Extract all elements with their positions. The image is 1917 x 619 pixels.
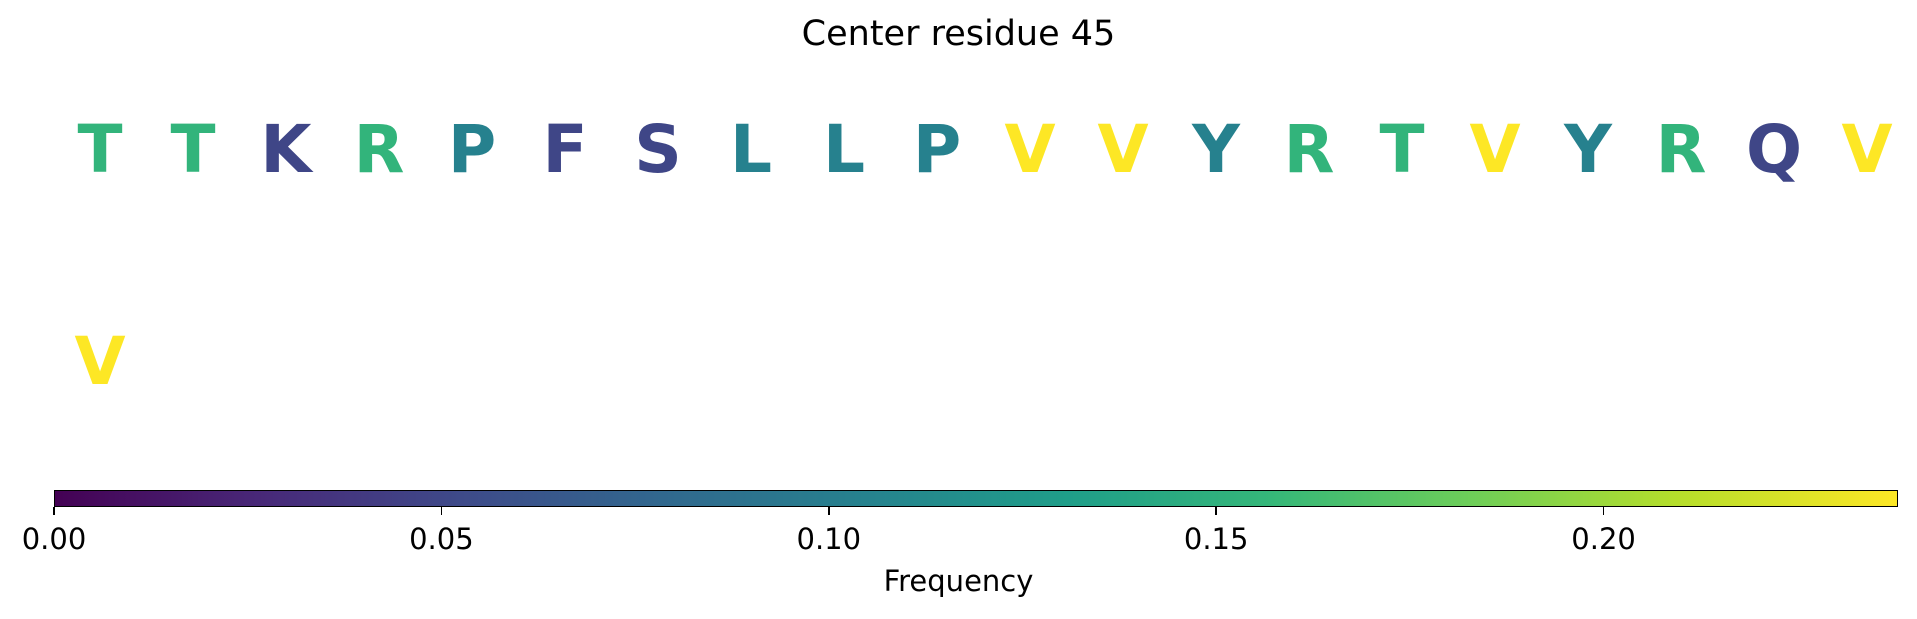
residue-letter: T	[77, 111, 123, 188]
residue-letter: P	[912, 111, 962, 188]
colorbar-tick-label: 0.00	[21, 522, 87, 556]
chart-title: Center residue 45	[801, 14, 1116, 54]
residue-letter: R	[1655, 111, 1707, 188]
colorbar-tick	[53, 507, 55, 515]
residue-letter: V	[1097, 111, 1149, 188]
colorbar-tick	[1602, 507, 1605, 515]
residue-letter: V	[1004, 111, 1056, 188]
residue-letter: R	[1283, 111, 1335, 188]
colorbar-tick	[1215, 507, 1217, 515]
residue-letter: L	[822, 111, 866, 188]
colorbar-tick	[440, 507, 443, 515]
colorbar-label: Frequency	[883, 564, 1034, 598]
residue-letter: L	[729, 111, 773, 188]
colorbar-tick-label: 0.10	[796, 522, 862, 556]
colorbar-tick-label: 0.20	[1571, 522, 1636, 556]
residue-letter: V	[1469, 111, 1521, 188]
residue-letter: R	[353, 111, 405, 188]
colorbar-tick-label: 0.15	[1183, 522, 1249, 556]
residue-letter: Y	[1192, 111, 1240, 188]
residue-letter: V	[1841, 111, 1893, 188]
residue-letter: T	[170, 111, 216, 188]
residue-letter: P	[447, 111, 497, 188]
residue-letter: S	[634, 111, 682, 188]
residue-letter: Q	[1745, 111, 1803, 188]
colorbar-tick	[828, 507, 830, 515]
colorbar-tick-label: 0.05	[409, 522, 474, 556]
residue-letter: F	[542, 111, 588, 188]
residue-letter: Y	[1564, 111, 1612, 188]
residue-letter: K	[260, 111, 312, 188]
colorbar-gradient	[54, 490, 1898, 507]
residue-letter: V	[74, 323, 126, 400]
residue-letter: T	[1379, 111, 1425, 188]
